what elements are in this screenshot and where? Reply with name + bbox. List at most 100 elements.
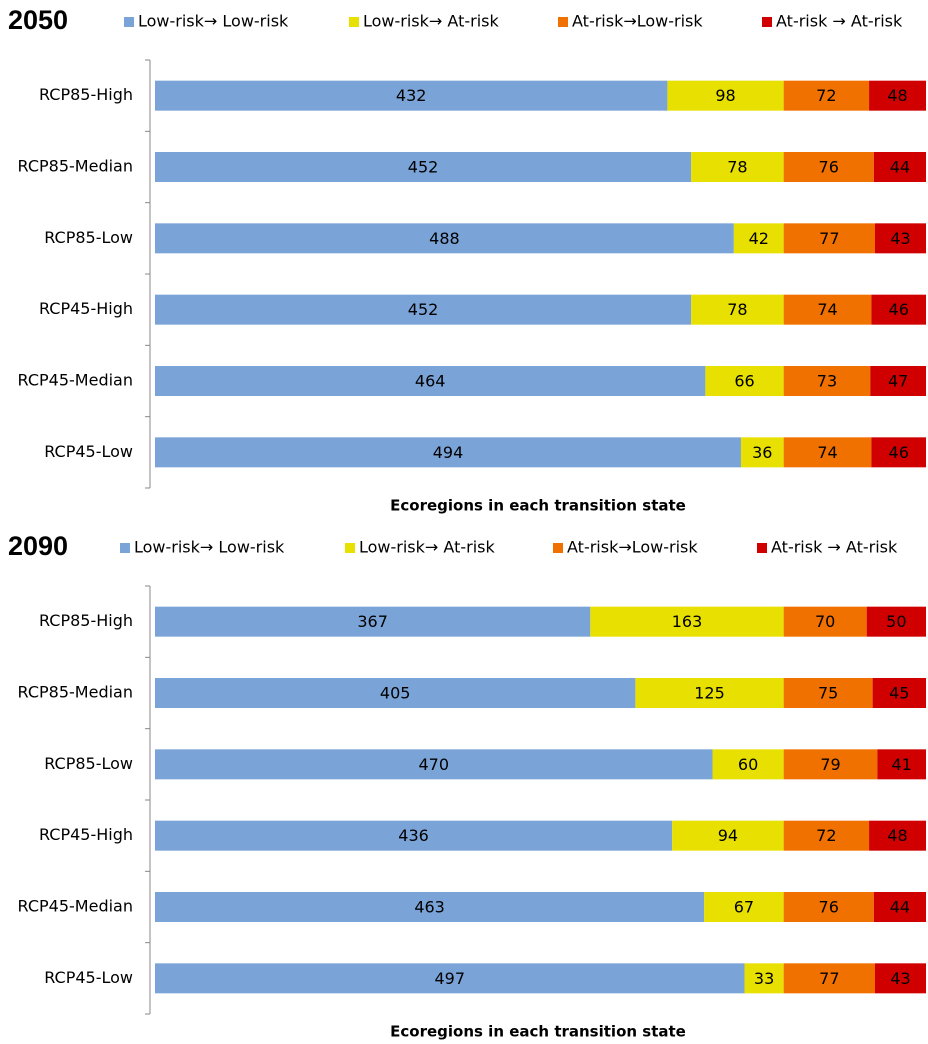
y-tick-label: RCP45-High [39,299,133,318]
bar-segment [783,152,874,182]
value-label: 494 [433,443,464,462]
bar-segment [155,963,745,994]
value-label: 44 [890,898,910,917]
value-label: 72 [816,86,836,105]
value-label: 42 [749,229,769,248]
bar-segment [155,606,591,637]
legend-swatch [124,17,134,27]
legend-swatch [349,17,359,27]
bar-segment [155,892,705,922]
bar-segment [871,437,926,468]
bar-segment [783,820,870,851]
value-label: 66 [734,372,754,391]
bar-segment [783,606,867,637]
value-label: 367 [357,612,388,631]
value-label: 60 [738,755,758,774]
value-label: 76 [819,898,839,917]
value-label: 44 [890,158,910,177]
bar-segment [155,366,706,396]
bar-segment [733,223,784,254]
value-label: 405 [380,684,411,703]
y-tick-label: RCP85-Low [44,754,133,773]
bar-segment [590,606,784,637]
value-label: 50 [886,612,906,631]
value-label: 98 [715,86,735,105]
bar-segment [783,437,872,468]
value-label: 78 [727,300,747,319]
y-tick-label: RCP45-Low [44,968,133,987]
x-axis-title: Ecoregions in each transition state [390,497,686,515]
y-tick-label: RCP85-Median [18,157,133,176]
legend-swatch [757,543,767,553]
bar-segment [672,820,784,851]
bar-segment [874,223,926,254]
bar-segment [783,749,878,780]
bar-segment [871,294,926,325]
value-label: 79 [820,755,840,774]
y-tick-label: RCP45-Median [18,897,133,916]
value-label: 70 [815,612,835,631]
value-label: 470 [418,755,449,774]
value-label: 463 [414,898,445,917]
value-label: 46 [889,300,909,319]
bar-segment [869,820,926,851]
bar-segment [691,152,784,182]
bar-segment [691,294,784,325]
legend-swatch [553,543,563,553]
bar-segment [635,678,784,708]
legend-label: At-risk → At-risk [776,12,903,31]
bar-segment [155,678,636,708]
value-label: 78 [727,158,747,177]
bar-segment [740,437,784,468]
value-label: 77 [819,969,839,988]
legend-swatch [120,543,130,553]
value-label: 73 [817,372,837,391]
bar-segment [870,366,926,396]
bar-segment [155,820,673,851]
value-label: 48 [887,826,907,845]
value-label: 452 [408,300,439,319]
legend-label: Low-risk→ Low-risk [134,538,285,557]
bar-segment [874,963,926,994]
bar-segment [155,437,741,468]
value-label: 33 [754,969,774,988]
bar-segment [155,223,734,254]
y-tick-label: RCP85-High [39,611,133,630]
value-label: 47 [888,372,908,391]
value-label: 75 [818,684,838,703]
value-label: 125 [694,684,725,703]
legend-label: At-risk→Low-risk [567,538,698,557]
value-label: 74 [817,300,837,319]
legend-label: At-risk → At-risk [771,538,898,557]
chart-title: 2090 [8,531,68,561]
legend-label: Low-risk→ At-risk [359,538,495,557]
bar-segment [667,80,784,111]
value-label: 43 [890,229,910,248]
value-label: 436 [398,826,429,845]
value-label: 36 [752,443,772,462]
chart-title: 2050 [8,5,68,35]
bar-segment [783,223,875,254]
value-label: 74 [817,443,837,462]
legend-swatch [345,543,355,553]
bar-segment [783,892,874,922]
bar-segment [704,892,784,922]
value-label: 163 [672,612,703,631]
legend-label: At-risk→Low-risk [572,12,703,31]
bar-segment [873,152,926,182]
value-label: 72 [816,826,836,845]
y-tick-label: RCP45-High [39,825,133,844]
bar-segment [783,678,873,708]
value-label: 452 [408,158,439,177]
value-label: 67 [734,898,754,917]
bar-segment [783,963,875,994]
x-axis-title: Ecoregions in each transition state [390,1023,686,1041]
bar-segment [783,366,871,396]
value-label: 45 [889,684,909,703]
legend-label: Low-risk→ At-risk [363,12,499,31]
bar-segment [866,606,926,637]
y-tick-label: RCP45-Median [18,371,133,390]
value-label: 77 [819,229,839,248]
bar-segment [783,80,870,111]
y-tick-label: RCP85-Low [44,228,133,247]
